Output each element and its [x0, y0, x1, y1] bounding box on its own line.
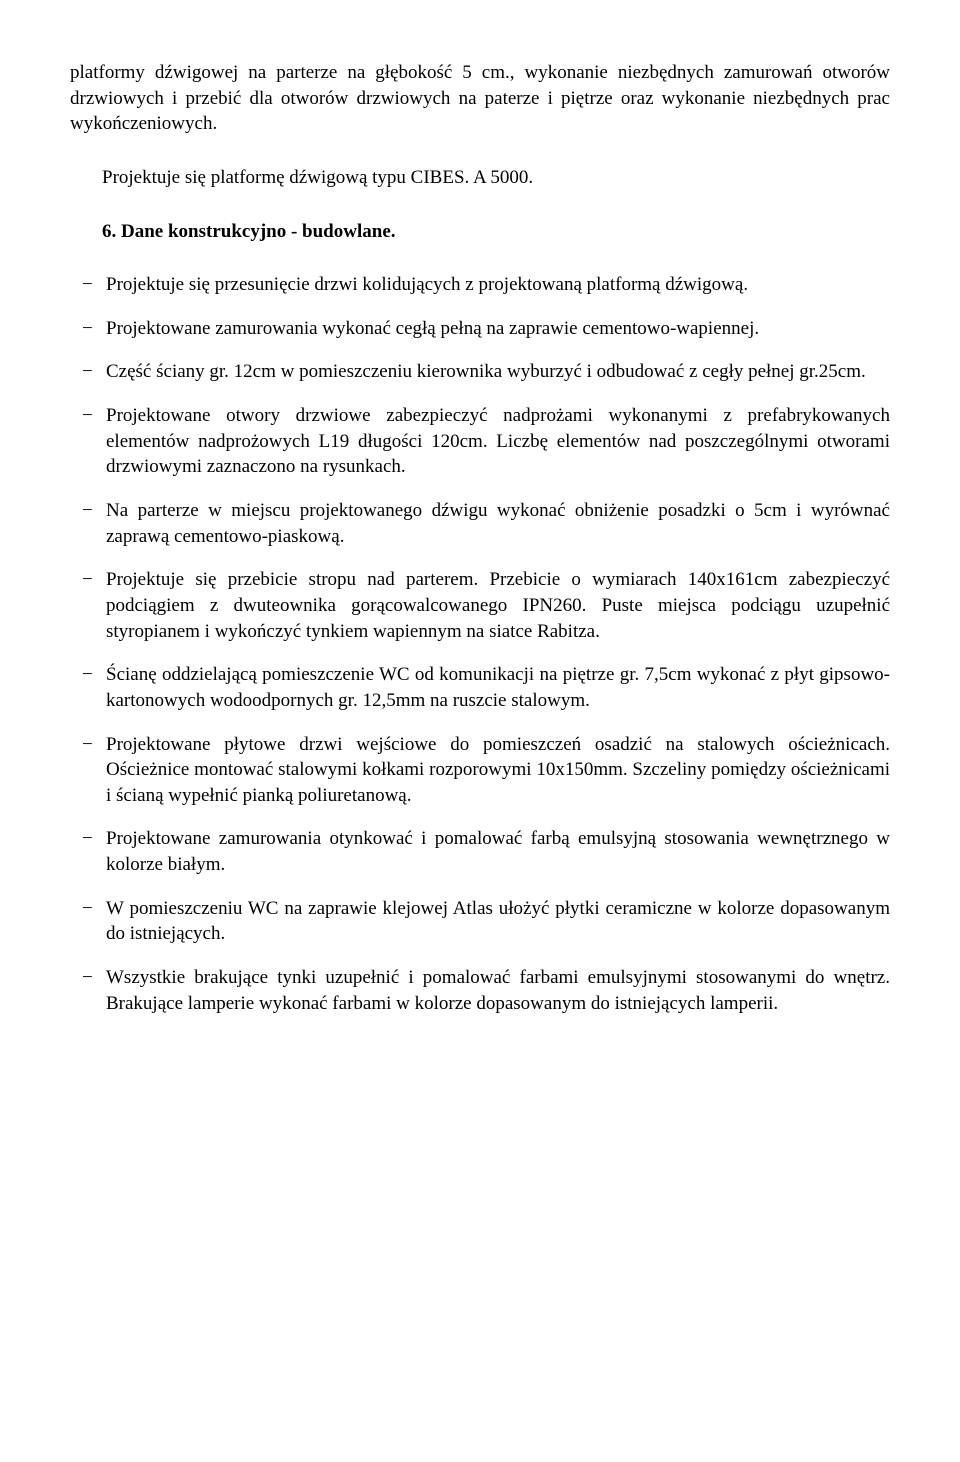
list-item: Projektowane zamurowania wykonać cegłą p… [70, 316, 890, 342]
platform-spec-paragraph: Projektuje się platformę dźwigową typu C… [70, 165, 890, 191]
list-item: W pomieszczeniu WC na zaprawie klejowej … [70, 896, 890, 947]
bullet-list: Projektuje się przesunięcie drzwi kolidu… [70, 272, 890, 1016]
list-item: Projektuje się przebicie stropu nad part… [70, 567, 890, 644]
list-item: Projektowane zamurowania otynkować i pom… [70, 826, 890, 877]
list-item: Projektowane płytowe drzwi wejściowe do … [70, 732, 890, 809]
section-heading: 6. Dane konstrukcyjno - budowlane. [70, 219, 890, 245]
list-item: Projektowane otwory drzwiowe zabezpieczy… [70, 403, 890, 480]
list-item: Część ściany gr. 12cm w pomieszczeniu ki… [70, 359, 890, 385]
list-item: Wszystkie brakujące tynki uzupełnić i po… [70, 965, 890, 1016]
list-item: Projektuje się przesunięcie drzwi kolidu… [70, 272, 890, 298]
intro-paragraph: platformy dźwigowej na parterze na głębo… [70, 60, 890, 137]
list-item: Ścianę oddzielającą pomieszczenie WC od … [70, 662, 890, 713]
list-item: Na parterze w miejscu projektowanego dźw… [70, 498, 890, 549]
